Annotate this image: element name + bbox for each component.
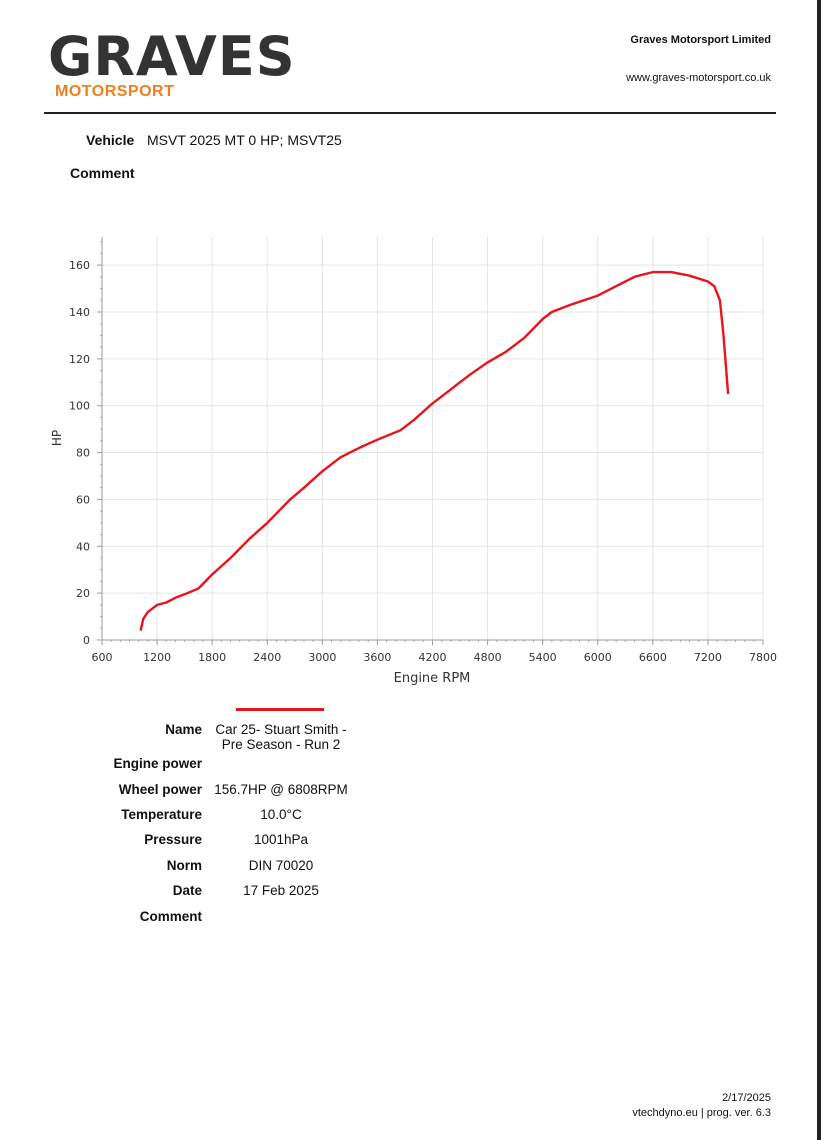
- power-chart: 600 1200 1800 2400 3000 3600 4200 4800 5400 6000 6…: [50, 237, 777, 686]
- footer-program: vtechdyno.eu | prog. ver. 6.3: [632, 1107, 771, 1119]
- x-tick-label: 2400: [253, 651, 281, 664]
- result-label: Pressure: [144, 832, 202, 847]
- result-value: DIN 70020: [248, 858, 314, 873]
- x-axis-label: Engine RPM: [394, 671, 471, 686]
- x-tick-label: 7200: [694, 651, 722, 664]
- comment-label: Comment: [70, 165, 135, 181]
- logo-motorsport: MOTORSPORT: [55, 83, 175, 100]
- company-url: www.graves-motorsport.co.uk: [626, 72, 771, 84]
- x-tick-label: 600: [92, 651, 113, 664]
- legend-line: [236, 708, 324, 711]
- result-value: 10.0°C: [260, 807, 302, 822]
- x-tick-label: 1800: [198, 651, 226, 664]
- result-value: 1001hPa: [253, 832, 309, 847]
- y-tick-label: 120: [69, 353, 90, 366]
- x-tick-label: 6600: [639, 651, 667, 664]
- result-value: Car 25- Stuart Smith - Pre Season - Run …: [215, 722, 347, 752]
- y-tick-label: 100: [69, 400, 90, 413]
- logo-graves: GRAVES: [48, 25, 296, 88]
- vehicle-label: Vehicle: [86, 132, 135, 148]
- y-tick-label: 140: [69, 306, 90, 319]
- y-tick-label: 0: [83, 634, 90, 647]
- header-divider: [44, 112, 776, 114]
- y-axis-label: HP: [50, 430, 64, 446]
- x-tick-label: 3600: [363, 651, 391, 664]
- vehicle-value: MSVT 2025 MT 0 HP; MSVT25: [147, 132, 342, 148]
- result-label: Engine power: [113, 756, 202, 771]
- x-tick-label: 4800: [474, 651, 502, 664]
- result-value: 156.7HP @ 6808RPM: [214, 782, 348, 797]
- y-tick-label: 20: [76, 587, 90, 600]
- result-label: Temperature: [121, 807, 202, 822]
- x-tick-label: 4200: [419, 651, 447, 664]
- x-tick-label: 6000: [584, 651, 612, 664]
- result-value: 17 Feb 2025: [243, 883, 319, 898]
- x-tick-label: 5400: [529, 651, 557, 664]
- y-tick-label: 60: [76, 493, 90, 506]
- footer-date: 2/17/2025: [722, 1092, 771, 1104]
- y-tick-label: 80: [76, 447, 90, 460]
- result-label: Comment: [139, 909, 202, 924]
- power-curve: [139, 270, 730, 631]
- x-tick-label: 7800: [749, 651, 777, 664]
- result-label: Date: [172, 883, 202, 898]
- x-tick-label: 3000: [308, 651, 336, 664]
- result-label: Name: [165, 722, 202, 737]
- x-tick-label: 1200: [143, 651, 171, 664]
- y-tick-label: 40: [76, 540, 90, 553]
- company-name: Graves Motorsport Limited: [630, 34, 771, 46]
- result-label: Wheel power: [118, 782, 202, 797]
- y-tick-label: 160: [69, 259, 90, 272]
- result-label: Norm: [166, 858, 202, 873]
